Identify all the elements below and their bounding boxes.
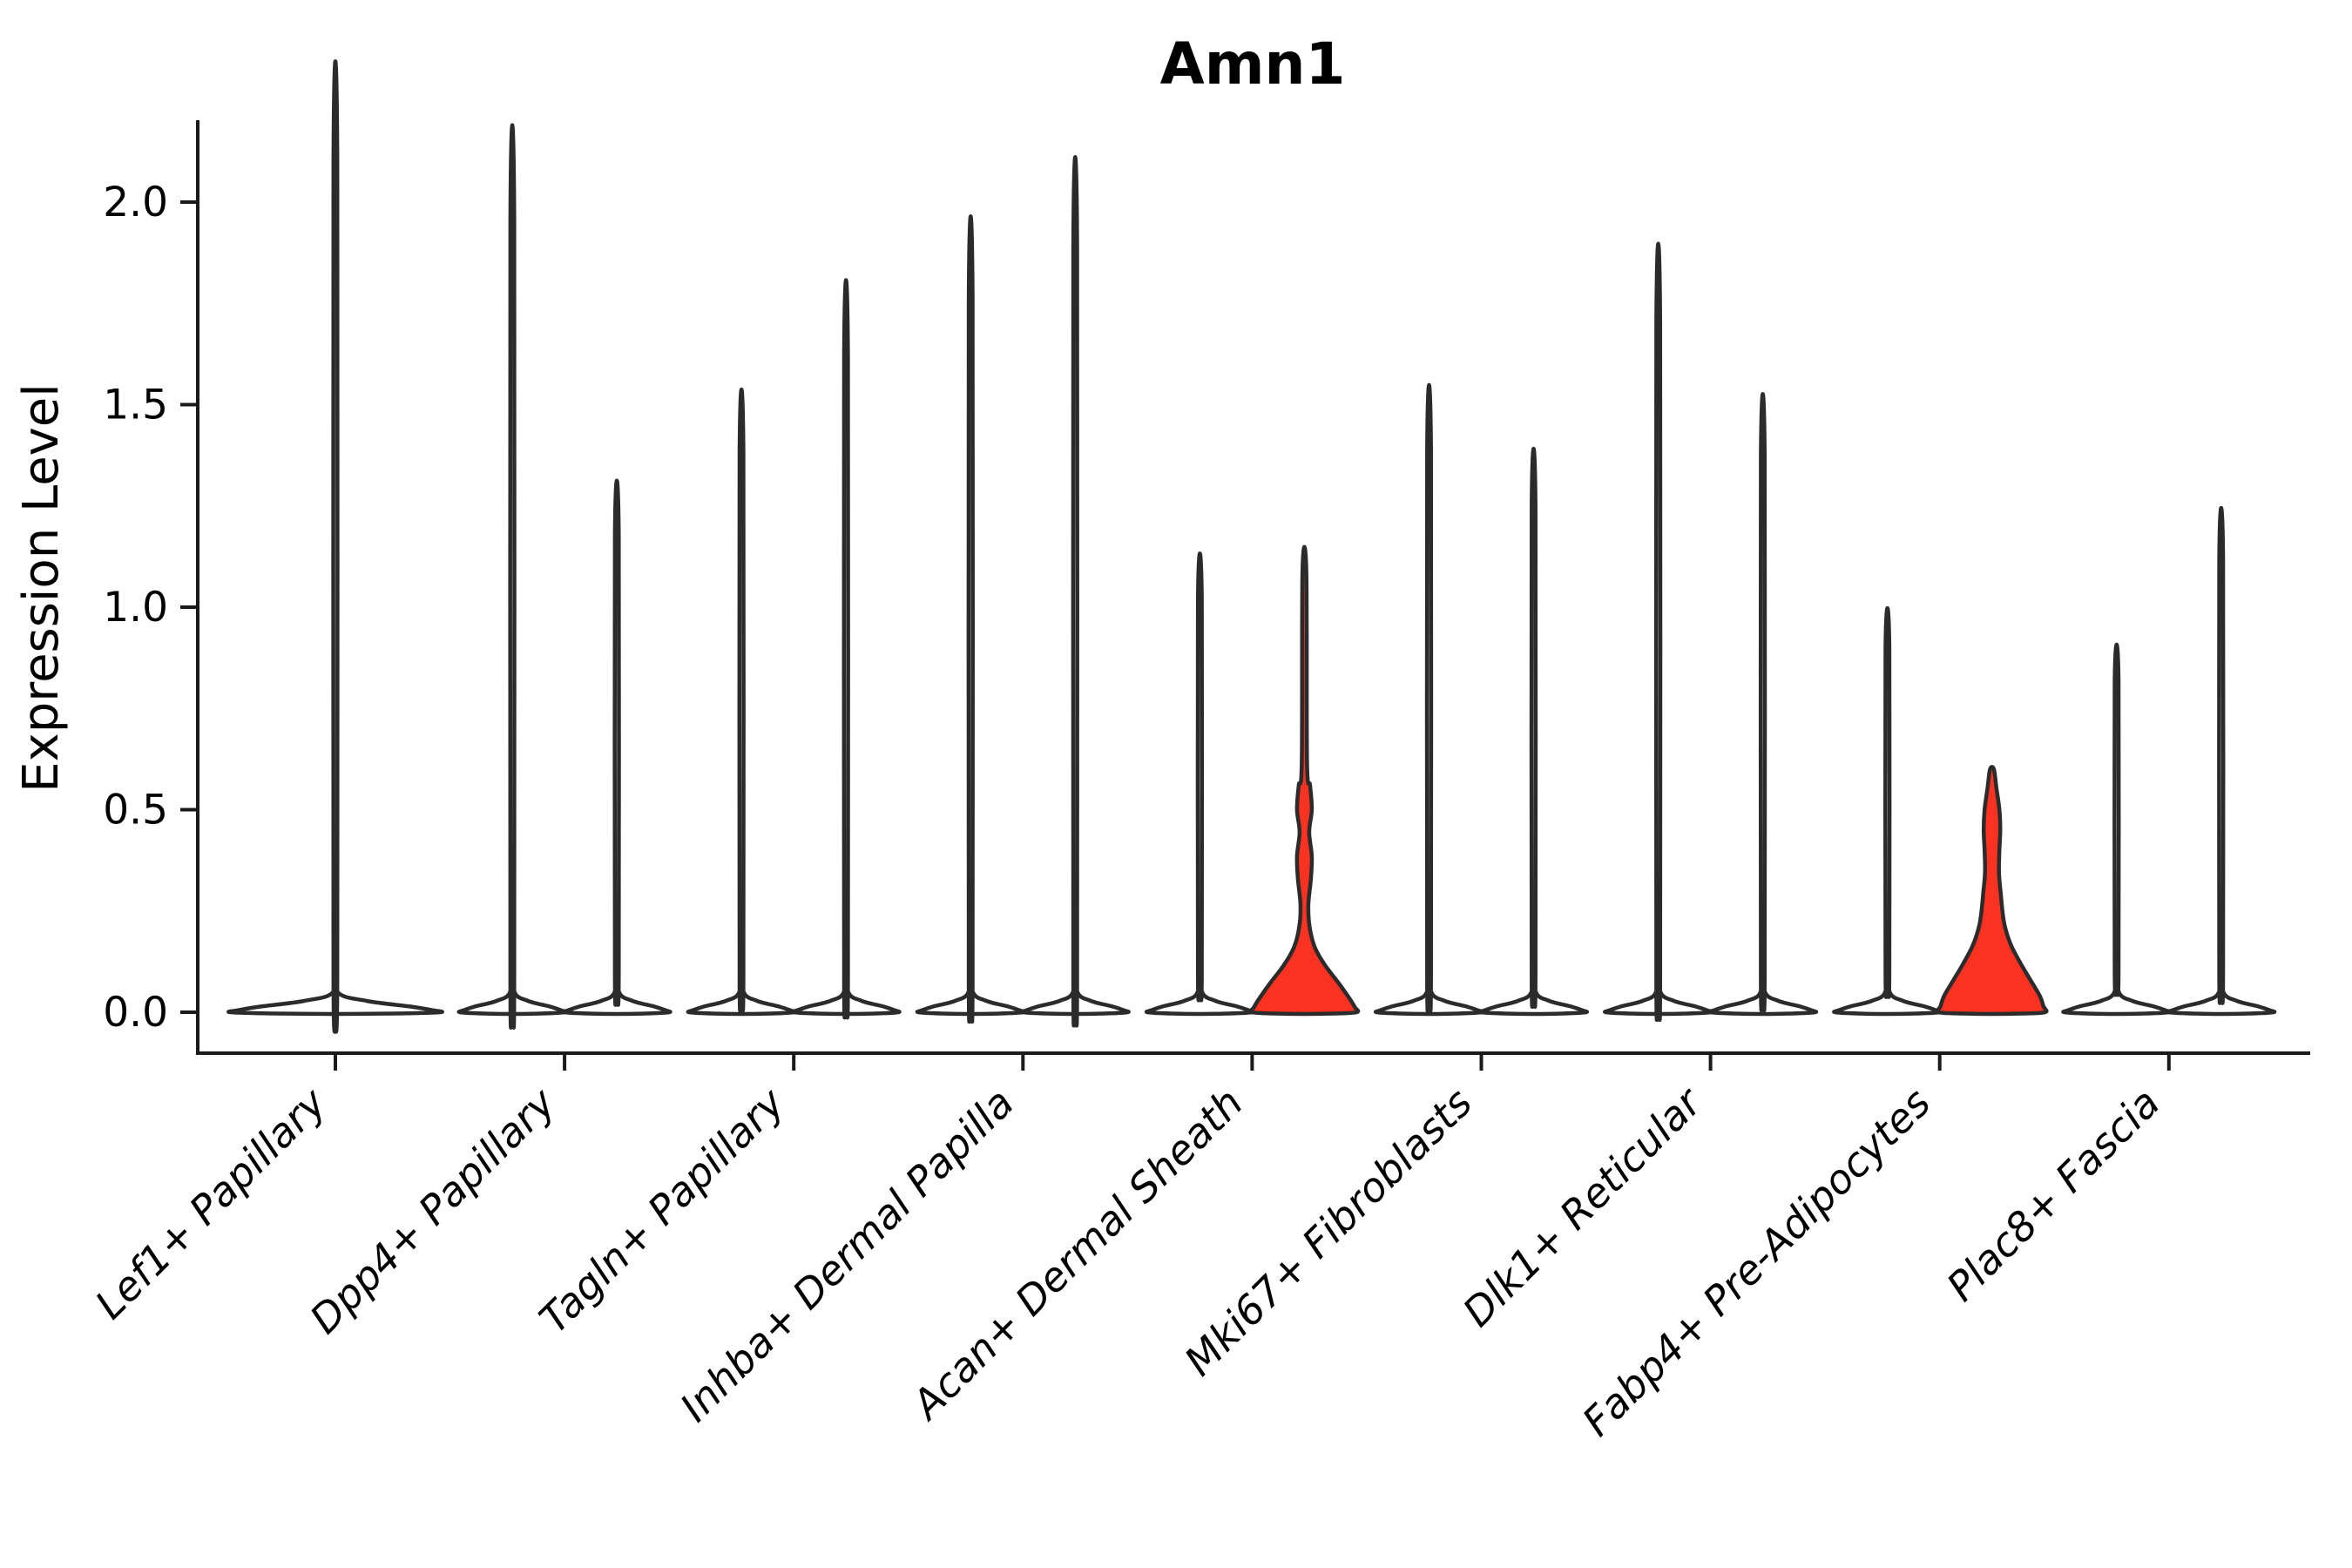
y-tick-label-0.5: 0.5	[103, 787, 168, 835]
y-tick-label-2.0: 2.0	[103, 179, 168, 226]
x-category-label-lef1-papillary: Lef1+ Papillary	[86, 1078, 335, 1328]
violin-inhba-dermal-papilla-right	[1019, 155, 1131, 1028]
x-category-label-dpp4-papillary: Dpp4+ Papillary	[301, 1078, 564, 1342]
plot-title: Amn1	[1160, 30, 1346, 98]
x-category-label-plac8-fascia: Plac8+ Fascia	[1937, 1079, 2168, 1310]
violin-dpp4-papillary-right	[561, 478, 672, 1017]
violin-acan-dermal-sheath-left	[1144, 551, 1255, 1017]
axes-layer	[180, 120, 2310, 1071]
x-category-label-dlk1-reticular: Dlk1+ Reticular	[1454, 1077, 1713, 1335]
violin-mki67-fibroblasts-left	[1373, 382, 1485, 1017]
y-tick-label-1.5: 1.5	[103, 382, 168, 429]
x-category-label-tagln-papillary: Tagln+ Papillary	[531, 1078, 794, 1342]
violin-mki67-fibroblasts-right	[1477, 446, 1590, 1017]
violin-inhba-dermal-papilla-left	[915, 214, 1026, 1024]
y-axis-label: Expression Level	[13, 383, 70, 793]
violins-layer	[226, 59, 2277, 1034]
y-tick-label-0.0: 0.0	[103, 989, 168, 1037]
violin-tagln-papillary-right	[790, 278, 902, 1020]
violin-tagln-papillary-left	[686, 388, 797, 1017]
violin-fabp4-pre-adipocytes-right	[1935, 765, 2049, 1017]
violin-plac8-fascia-right	[2166, 506, 2277, 1017]
violin-lef1-papillary-center	[226, 59, 444, 1034]
violin-plac8-fascia-left	[2061, 643, 2173, 1017]
violin-dlk1-reticular-left	[1603, 241, 1714, 1023]
violin-dlk1-reticular-right	[1707, 392, 1819, 1017]
axes-spines	[196, 120, 2310, 1055]
violin-dpp4-papillary-left	[456, 123, 568, 1030]
y-tick-label-1.0: 1.0	[103, 584, 168, 632]
violin-acan-dermal-sheath-right	[1248, 544, 1361, 1017]
violin-fabp4-pre-adipocytes-left	[1832, 605, 1943, 1017]
